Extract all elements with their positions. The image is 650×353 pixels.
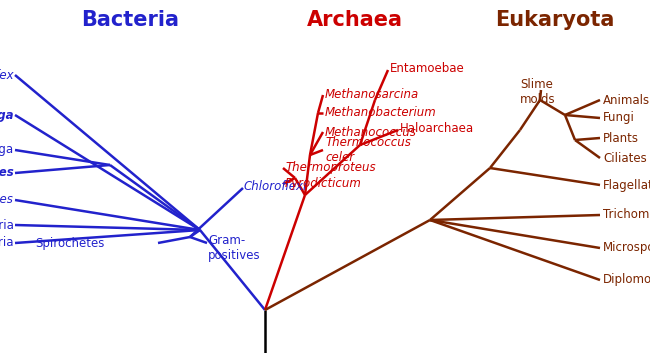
Text: Trichomonads: Trichomonads xyxy=(603,209,650,221)
Text: Eukaryota: Eukaryota xyxy=(495,10,615,30)
Text: Proteobacteria: Proteobacteria xyxy=(0,237,14,250)
Text: Cyanobacteria: Cyanobacteria xyxy=(0,219,14,232)
Text: Methanobacterium: Methanobacterium xyxy=(325,107,437,120)
Text: Thermoproteus: Thermoproteus xyxy=(285,162,376,174)
Text: Bacteria: Bacteria xyxy=(81,10,179,30)
Text: Methanosarcina: Methanosarcina xyxy=(325,89,419,102)
Text: Cytophaga: Cytophaga xyxy=(0,144,14,156)
Text: Pyrodicticum: Pyrodicticum xyxy=(285,178,362,191)
Text: Methanococcus: Methanococcus xyxy=(325,126,417,138)
Text: Bacteroides: Bacteroides xyxy=(0,167,14,179)
Text: Gram-
positives: Gram- positives xyxy=(208,234,261,262)
Text: Diplomonads: Diplomonads xyxy=(603,274,650,287)
Text: Flagellates: Flagellates xyxy=(603,179,650,191)
Text: Plants: Plants xyxy=(603,132,639,144)
Text: Spirochetes: Spirochetes xyxy=(36,237,105,250)
Text: Aquifex: Aquifex xyxy=(0,68,14,82)
Text: Planctomyces: Planctomyces xyxy=(0,193,14,207)
Text: Entamoebae: Entamoebae xyxy=(390,61,465,74)
Text: Archaea: Archaea xyxy=(307,10,403,30)
Text: Ciliates: Ciliates xyxy=(603,151,647,164)
Text: Animals: Animals xyxy=(603,94,650,107)
Text: Slime
molds: Slime molds xyxy=(520,78,556,106)
Text: Thermococcus
celer: Thermococcus celer xyxy=(325,136,411,164)
Text: Microsporidia: Microsporidia xyxy=(603,241,650,255)
Text: Fungi: Fungi xyxy=(603,112,635,125)
Text: Haloarchaea: Haloarchaea xyxy=(400,121,474,134)
Text: Thermotoga: Thermotoga xyxy=(0,108,14,121)
Text: Chloroflexi: Chloroflexi xyxy=(244,179,307,192)
